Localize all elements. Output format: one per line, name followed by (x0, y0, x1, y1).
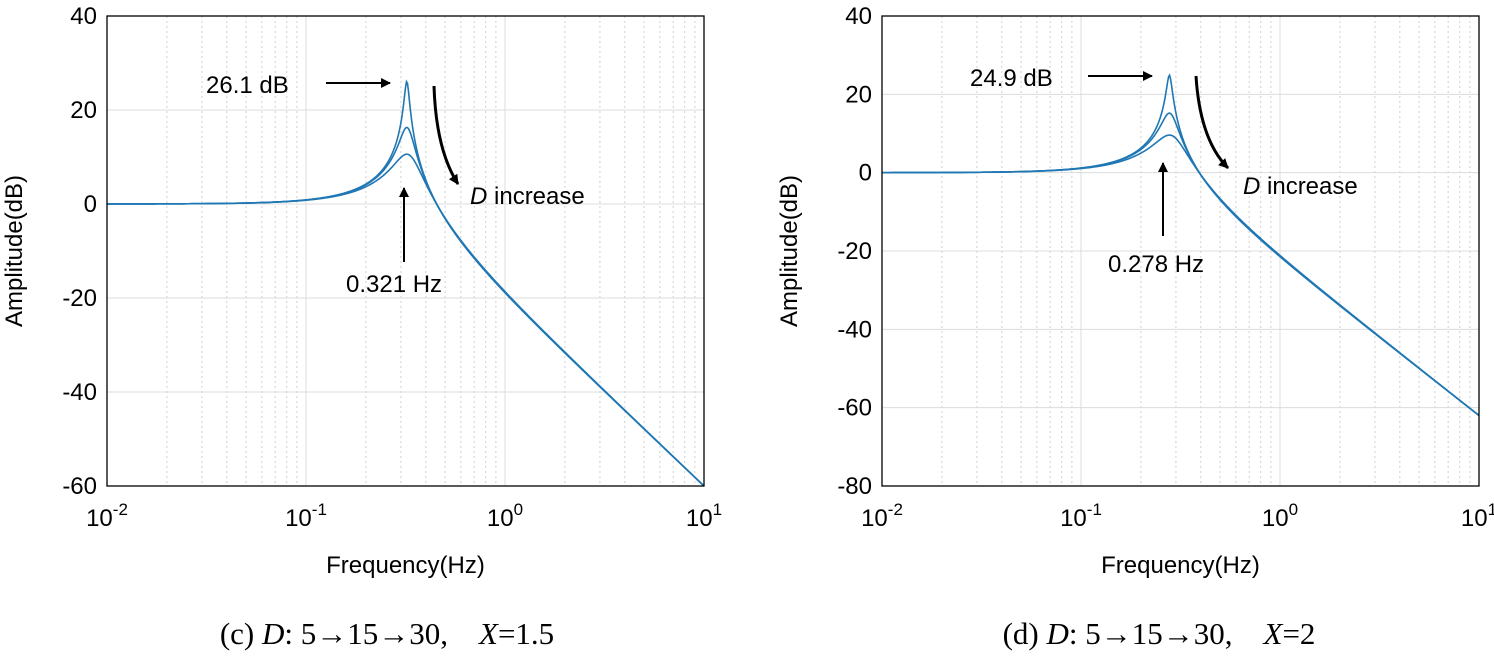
caption-d-value: =2 (1282, 616, 1316, 651)
chart-d-trend-label: D increase (1243, 173, 1358, 200)
y-tick-label: -40 (837, 316, 872, 343)
chart-d-trend-var: D (1243, 173, 1260, 200)
chart-d-grid (882, 16, 1479, 486)
chart-c-trend-label: D increase (470, 183, 585, 210)
y-tick-label: -40 (62, 379, 97, 406)
chart-c-grid (107, 16, 704, 486)
chart-c-annotations: 26.1 dB 0.321 Hz D increase (206, 72, 585, 298)
caption-d-prefix: (d) (1002, 616, 1047, 651)
y-tick-label: 40 (845, 3, 872, 30)
curve-d-5 (882, 73, 1480, 417)
chart-c-trend-var: D (470, 183, 487, 210)
chart-c-tick-labels: -60 -40 -20 0 20 40 10-2 10-1 100 101 (62, 3, 722, 532)
caption-d: (d) D: 5→15→30, X=2 (924, 616, 1394, 656)
y-tick-label: -80 (837, 473, 872, 500)
curve-d-30 (882, 134, 1480, 417)
caption-c-var2: X (479, 616, 498, 651)
chart-d-frame (881, 15, 1480, 487)
chart-c-curves (107, 79, 705, 487)
chart-d-trend-text: increase (1260, 173, 1357, 200)
chart-d-annotations: 24.9 dB 0.278 Hz D increase (970, 65, 1358, 278)
caption-c-sequence: : 5→15→30, (284, 616, 479, 651)
chart-c-x-axis-label: Frequency(Hz) (326, 552, 485, 579)
x-tick-label: 101 (1461, 500, 1494, 532)
y-tick-label: -20 (837, 238, 872, 265)
chart-c: -60 -40 -20 0 20 40 10-2 10-1 100 101 Frequency(H… (1, 3, 722, 579)
chart-c-peak-label: 26.1 dB (206, 72, 289, 99)
y-tick-label: -60 (837, 395, 872, 422)
chart-d-tick-labels: -80 -60 -40 -20 0 20 40 10-2 10-1 100 101 (837, 3, 1494, 532)
x-tick-label: 10-2 (861, 500, 903, 532)
curve-d-15 (107, 126, 705, 487)
x-tick-label: 100 (1262, 500, 1298, 532)
curve-d-30 (107, 153, 705, 487)
x-tick-label: 10-2 (86, 500, 128, 532)
y-tick-label: 20 (70, 97, 97, 124)
x-tick-label: 100 (487, 500, 523, 532)
caption-c-var: D (261, 616, 285, 651)
y-tick-label: -20 (62, 285, 97, 312)
caption-d-var: D (1046, 616, 1069, 651)
caption-c-prefix: (c) (219, 616, 262, 651)
chart-d-curves (882, 73, 1480, 417)
chart-d-trend-arrow (1194, 75, 1230, 170)
caption-c: (c) D: 5→15→30, X=1.5 (147, 616, 627, 656)
chart-c-frame (106, 15, 705, 487)
chart-c-y-axis-label: Amplitude(dB) (1, 175, 28, 327)
y-tick-label: 20 (845, 81, 872, 108)
y-tick-label: -60 (62, 473, 97, 500)
chart-d-x-axis-label: Frequency(Hz) (1101, 552, 1260, 579)
caption-d-sequence: : 5→15→30, (1068, 616, 1264, 651)
caption-c-value: =1.5 (497, 616, 555, 651)
y-tick-label: 0 (859, 160, 872, 187)
chart-c-freq-label: 0.321 Hz (346, 271, 442, 298)
x-tick-label: 101 (686, 500, 722, 532)
chart-d-freq-label: 0.278 Hz (1108, 251, 1204, 278)
chart-c-trend-text: increase (487, 183, 584, 210)
x-tick-label: 10-1 (285, 500, 327, 532)
x-tick-label: 10-1 (1060, 500, 1102, 532)
y-tick-label: 40 (70, 3, 97, 30)
chart-d-y-axis-label: Amplitude(dB) (776, 175, 803, 327)
y-tick-label: 0 (84, 191, 97, 218)
caption-d-var2: X (1263, 616, 1283, 651)
chart-c-trend-arrow (432, 85, 460, 185)
chart-d-peak-label: 24.9 dB (970, 65, 1053, 92)
chart-d: -80 -60 -40 -20 0 20 40 10-2 10-1 100 101 Frequenc… (776, 3, 1494, 579)
